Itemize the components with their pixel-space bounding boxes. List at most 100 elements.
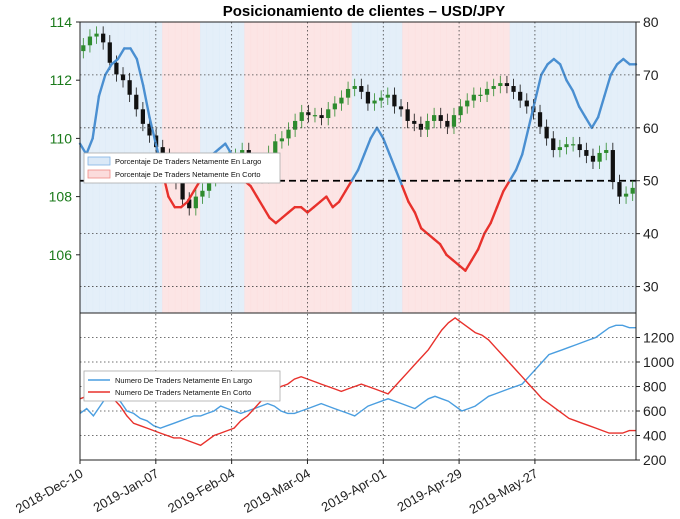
- percent-tick-label: 50: [643, 173, 659, 189]
- candle-body: [418, 123, 423, 130]
- percent-long-segment: [558, 63, 568, 82]
- candle-body: [120, 74, 126, 81]
- sentiment-band: [414, 22, 422, 313]
- candle-body: [610, 150, 615, 183]
- candle-body: [273, 141, 278, 153]
- count-tick-label: 400: [643, 428, 667, 444]
- candle-body: [193, 196, 198, 209]
- chart-title: Posicionamiento de clientes – USD/JPY: [223, 3, 506, 20]
- sentiment-band: [585, 22, 593, 313]
- percent-long-segment: [451, 258, 461, 267]
- candle-body: [623, 193, 629, 197]
- percent-long-segment: [110, 57, 120, 66]
- date-tick-label: 2019-Apr-29: [394, 466, 464, 515]
- price-tick-label: 114: [50, 14, 73, 30]
- percent-long-segment: [577, 105, 587, 119]
- sentiment-band: [326, 22, 334, 313]
- candle-body: [365, 91, 371, 104]
- candle-body: [518, 91, 523, 101]
- bottom-legend-short-label: Numero De Traders Netamente En Corto: [115, 388, 251, 397]
- sentiment-band: [604, 22, 612, 313]
- percent-long-segment: [401, 184, 410, 204]
- candle-body: [326, 109, 331, 119]
- percent-long-segment: [280, 211, 290, 219]
- percent-long-segment: [609, 63, 619, 77]
- price-tick-label: 108: [49, 189, 73, 205]
- count-tick-label: 200: [643, 452, 667, 468]
- candle-body: [445, 120, 450, 127]
- sentiment-band: [370, 22, 378, 313]
- sentiment-band: [440, 22, 447, 313]
- candle-body: [571, 144, 576, 146]
- sentiment-band: [421, 22, 428, 313]
- percent-long-segment: [135, 57, 145, 87]
- candle-body: [306, 112, 311, 116]
- percent-long-segment: [217, 142, 227, 151]
- candle-body: [147, 123, 152, 136]
- candle-body: [114, 62, 119, 75]
- percent-long-segment: [476, 232, 486, 251]
- percent-long-segment: [495, 190, 505, 209]
- percent-long-segment: [584, 116, 593, 130]
- sentiment-band: [452, 22, 460, 313]
- sentiment-band: [553, 22, 561, 313]
- percent-tick-label: 40: [643, 226, 659, 242]
- percent-long-segment: [483, 221, 492, 235]
- candle-body: [312, 115, 318, 117]
- sentiment-band: [629, 22, 637, 313]
- date-tick-label: 2018-Dec-10: [13, 466, 86, 517]
- sentiment-band: [591, 22, 599, 313]
- sentiment-band: [515, 22, 523, 313]
- percent-long-segment: [426, 232, 436, 241]
- candle-body: [604, 150, 609, 153]
- sentiment-band: [598, 22, 605, 313]
- percent-long-segment: [268, 216, 278, 225]
- percent-long-segment: [514, 153, 524, 172]
- candle-body: [352, 86, 357, 89]
- sentiment-band: [320, 22, 327, 313]
- percent-long-segment: [85, 137, 94, 156]
- sentiment-band: [345, 22, 353, 313]
- sentiment-band: [313, 22, 321, 313]
- percent-long-segment: [590, 116, 600, 130]
- percent-long-segment: [325, 195, 334, 209]
- candle-body: [279, 138, 284, 142]
- candle-body: [597, 152, 602, 162]
- price-tick-label: 110: [50, 130, 73, 146]
- count-tick-label: 600: [643, 403, 667, 419]
- sentiment-band: [617, 22, 624, 313]
- top-legend: Porcentaje De Traders Netamente En Largo…: [83, 152, 281, 184]
- date-tick-label: 2019-Feb-04: [165, 466, 237, 516]
- percent-long-segment: [615, 57, 625, 66]
- candle-body: [379, 97, 384, 101]
- sentiment-band: [301, 22, 308, 313]
- sentiment-band: [490, 22, 498, 313]
- sentiment-band: [376, 22, 384, 313]
- candle-body: [438, 115, 443, 121]
- candle-body: [160, 147, 165, 156]
- candle-body: [504, 83, 510, 87]
- candle-body: [557, 147, 562, 151]
- sentiment-band: [408, 22, 416, 313]
- candle-body: [206, 179, 212, 191]
- percent-long-segment: [356, 153, 366, 172]
- candle-body: [630, 187, 635, 194]
- count-tick-label: 1000: [643, 354, 674, 370]
- percent-long-segment: [533, 73, 543, 103]
- candle-body: [564, 144, 569, 148]
- sentiment-band: [339, 22, 346, 313]
- candle-body: [398, 106, 404, 110]
- price-tick-label: 112: [50, 72, 73, 88]
- sentiment-band: [497, 22, 504, 313]
- sentiment-band: [509, 22, 517, 313]
- candle-body: [432, 115, 437, 121]
- candle-body: [134, 94, 139, 110]
- percent-long-segment: [91, 94, 101, 140]
- percent-long-segment: [255, 195, 265, 209]
- sentiment-band: [351, 22, 359, 313]
- date-tick-label: 2019-May-27: [467, 466, 541, 517]
- sentiment-band: [478, 22, 485, 313]
- candle-body: [299, 112, 304, 121]
- percent-long-segment: [438, 243, 448, 257]
